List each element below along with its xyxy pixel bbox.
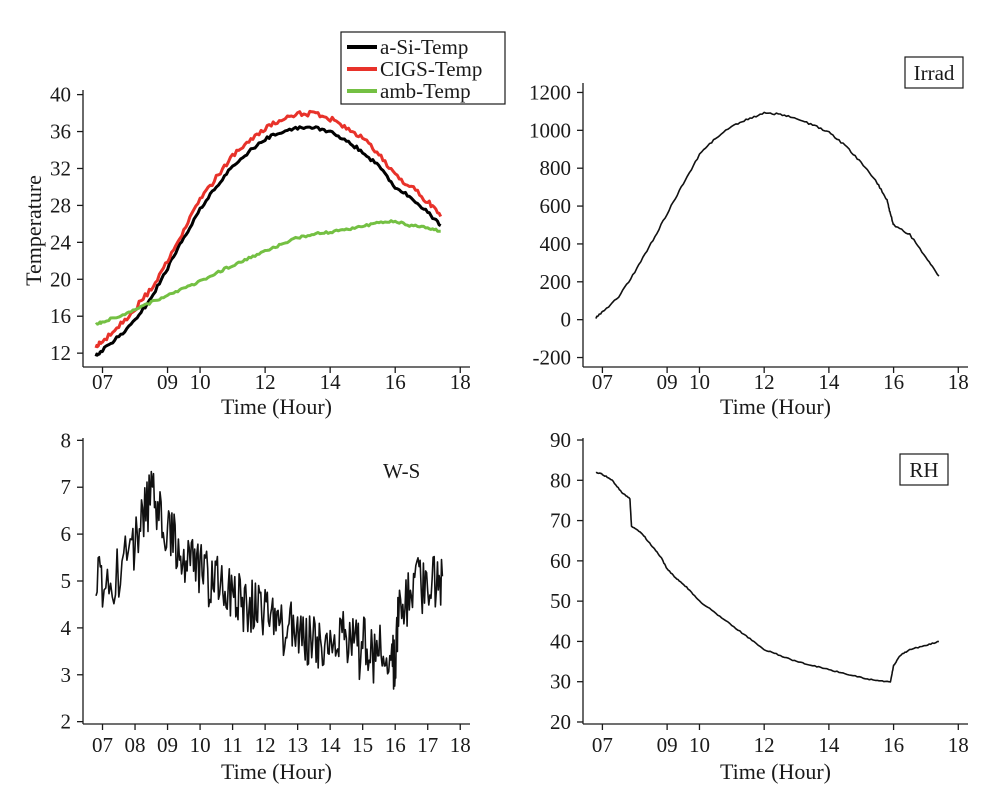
y-tick-label: 0 (561, 308, 572, 332)
relative-humidity-panel: 20 30 40 50 60 70 80 90 07 09 10 12 14 16 18 Time (Hour… (550, 428, 969, 784)
cigs-temp-series-line (94, 109, 443, 349)
y-tick-label: 400 (540, 232, 572, 256)
y-tick-label: 7 (61, 475, 72, 499)
x-tick-label: 10 (689, 370, 710, 394)
x-tick-label: 18 (450, 733, 471, 757)
x-tick-label: 11 (222, 733, 242, 757)
x-tick-label: 10 (190, 370, 211, 394)
y-tick-label: 90 (550, 428, 571, 452)
y-axis-title: Temperature (21, 175, 46, 286)
temperature-panel: 12 16 20 24 28 32 36 40 07 09 10 12 14 16 18 Time (Hour… (21, 31, 506, 419)
y-tick-label: 30 (550, 670, 571, 694)
amb-temp-series-line (94, 219, 441, 326)
x-tick-label: 12 (255, 370, 276, 394)
x-tick-label: 14 (320, 733, 342, 757)
legend-entry: CIGS-Temp (380, 57, 482, 81)
y-tick-label: 1000 (529, 118, 571, 142)
x-axis-title: Time (Hour) (720, 394, 831, 419)
x-tick-label: 07 (92, 733, 113, 757)
panel-label-box (899, 453, 949, 486)
y-tick-label: 28 (50, 193, 71, 217)
y-tick-label: 1200 (529, 80, 571, 104)
x-tick-label: 13 (287, 733, 308, 757)
x-tick-label: 09 (657, 370, 678, 394)
x-tick-label: 16 (385, 370, 406, 394)
panel-label: W-S (383, 459, 420, 483)
y-tick-label: 70 (550, 509, 571, 533)
x-axis-title: Time (Hour) (221, 759, 332, 784)
data-series-line (95, 470, 444, 690)
x-tick-label: 09 (157, 733, 178, 757)
a-si-temp-series-line (94, 125, 442, 357)
x-tick-label: 16 (883, 370, 904, 394)
y-tick-label: 32 (50, 156, 71, 180)
x-tick-label: 07 (592, 733, 613, 757)
y-tick-label: 80 (550, 468, 571, 492)
x-tick-label: 18 (948, 370, 969, 394)
y-tick-label: 40 (550, 629, 571, 653)
y-tick-label: 4 (61, 616, 72, 640)
y-tick-label: 60 (550, 549, 571, 573)
x-tick-label: 09 (157, 370, 178, 394)
x-tick-label: 16 (883, 733, 904, 757)
y-tick-label: 40 (50, 83, 71, 107)
x-tick-label: 12 (754, 733, 775, 757)
y-tick-label: 2 (61, 710, 72, 734)
y-tick-label: 6 (61, 522, 72, 546)
y-tick-label: 200 (540, 270, 572, 294)
y-tick-label: 5 (61, 569, 72, 593)
y-tick-label: 16 (50, 304, 71, 328)
x-tick-label: 14 (818, 370, 840, 394)
irradiance-panel: -200 0 200 400 600 800 1000 1200 07 09 10 12 14 16 18 T… (529, 56, 969, 419)
legend-entry: amb-Temp (380, 79, 471, 103)
x-tick-label: 10 (689, 733, 710, 757)
x-tick-label: 08 (125, 733, 146, 757)
x-tick-label: 07 (92, 370, 113, 394)
x-tick-label: 15 (352, 733, 373, 757)
y-tick-label: 12 (50, 341, 71, 365)
y-tick-label: 20 (550, 710, 571, 734)
x-tick-label: 16 (385, 733, 406, 757)
x-tick-label: 09 (657, 733, 678, 757)
y-tick-label: 24 (50, 230, 72, 254)
y-tick-label: 50 (550, 589, 571, 613)
wind-speed-panel: 2 3 4 5 6 7 8 07 08 09 10 11 12 13 14 15 16 17 18 Time (Hou… (61, 428, 471, 784)
y-tick-label: 800 (540, 156, 572, 180)
y-tick-label: -200 (533, 346, 572, 370)
legend-entry: a-Si-Temp (380, 35, 468, 59)
x-tick-label: 17 (417, 733, 438, 757)
data-series-line (595, 471, 939, 683)
y-tick-label: 3 (61, 663, 72, 687)
x-axis-title: Time (Hour) (720, 759, 831, 784)
y-tick-label: 20 (50, 267, 71, 291)
x-tick-label: 18 (450, 370, 471, 394)
x-tick-label: 10 (190, 733, 211, 757)
y-tick-label: 36 (50, 120, 71, 144)
panel-label-box (904, 56, 964, 89)
x-tick-label: 12 (754, 370, 775, 394)
x-axis-title: Time (Hour) (221, 394, 332, 419)
x-tick-label: 14 (320, 370, 342, 394)
x-tick-label: 18 (948, 733, 969, 757)
x-tick-label: 14 (818, 733, 840, 757)
x-tick-label: 07 (592, 370, 613, 394)
y-tick-label: 8 (61, 428, 72, 452)
panel-label: Irrad (914, 61, 955, 85)
panel-label: RH (909, 458, 938, 482)
x-tick-label: 12 (255, 733, 276, 757)
data-series-line (595, 111, 940, 319)
y-tick-label: 600 (540, 194, 572, 218)
